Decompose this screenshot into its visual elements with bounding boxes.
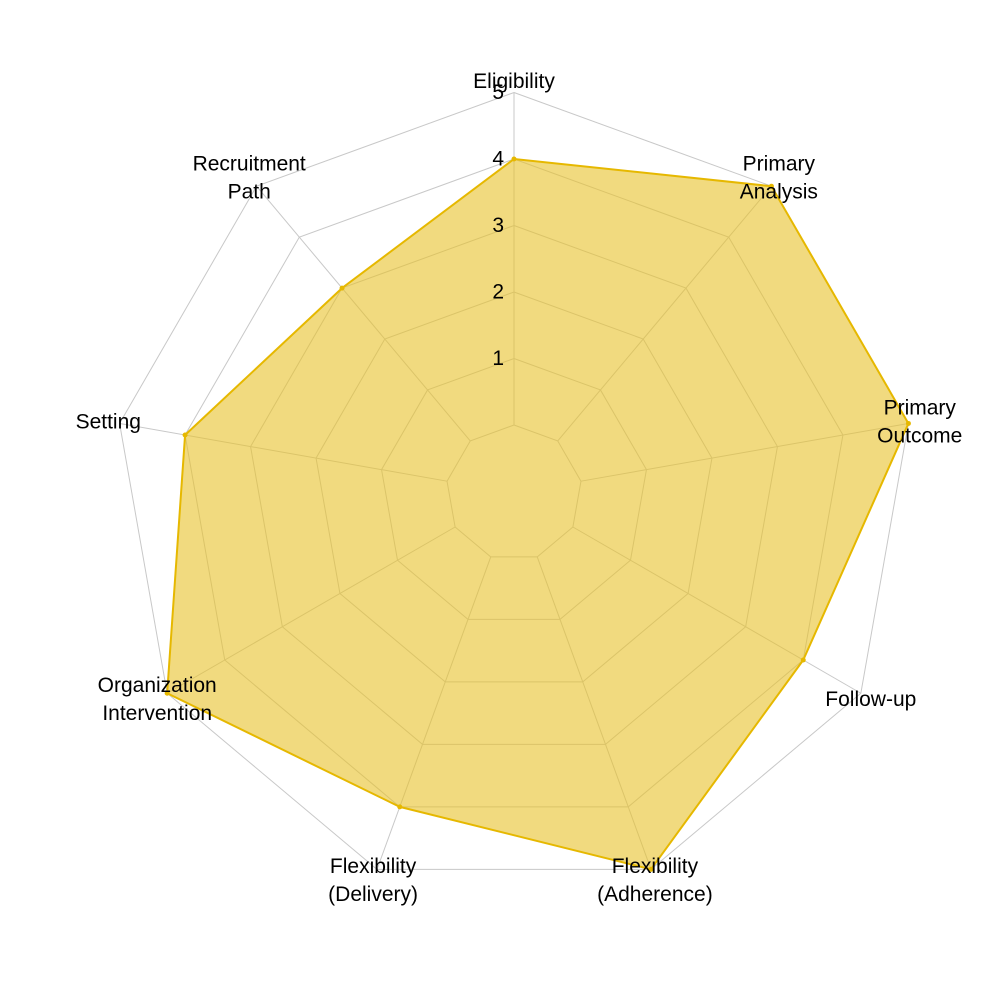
axis-label-8: Setting bbox=[76, 410, 141, 433]
axis-label-3: Primary Outcome bbox=[877, 396, 962, 447]
axis-label-5: Flexibility (Adherence) bbox=[597, 855, 713, 906]
axis-label-9-line-1: Recruitment bbox=[193, 152, 306, 175]
axis-label-2: Primary Analysis bbox=[740, 152, 818, 203]
data-point-6 bbox=[397, 804, 403, 810]
axis-label-6-line-1: Flexibility bbox=[330, 855, 417, 878]
series-area bbox=[166, 158, 910, 871]
axis-label-7-line-1: Organization bbox=[98, 674, 217, 697]
data-point-8 bbox=[182, 432, 188, 438]
tick-label-2: 2 bbox=[492, 281, 504, 304]
axis-label-5-line-1: Flexibility bbox=[612, 855, 699, 878]
tick-label-1: 1 bbox=[492, 347, 504, 370]
axis-label-9: Recruitment Path bbox=[193, 152, 306, 203]
axis-label-7: Organization Intervention bbox=[98, 674, 217, 725]
data-point-3 bbox=[905, 420, 911, 426]
axis-label-6: Flexibility (Delivery) bbox=[328, 855, 418, 906]
axis-label-5-line-2: (Adherence) bbox=[597, 883, 713, 906]
data-point-4 bbox=[800, 657, 806, 663]
axis-label-2-line-2: Analysis bbox=[740, 180, 818, 203]
data-point-7 bbox=[164, 690, 170, 696]
axis-label-6-line-2: (Delivery) bbox=[328, 883, 418, 906]
axis-label-3-line-2: Outcome bbox=[877, 424, 962, 447]
axis-label-2-line-1: Primary bbox=[743, 152, 816, 175]
axis-label-4-line-1: Follow-up bbox=[825, 688, 916, 711]
tick-layer: 1 2 3 4 5 bbox=[492, 81, 504, 370]
data-point-1 bbox=[511, 156, 517, 162]
series-layer bbox=[164, 156, 911, 872]
data-point-9 bbox=[339, 285, 345, 291]
axis-label-7-line-2: Intervention bbox=[102, 702, 212, 725]
label-layer: Eligibility Primary Analysis Primary Outcome… bbox=[76, 70, 963, 906]
axis-label-1-line-1: Eligibility bbox=[473, 70, 555, 93]
tick-label-5: 5 bbox=[492, 81, 504, 104]
data-point-2 bbox=[768, 183, 774, 189]
tick-label-3: 3 bbox=[492, 214, 504, 237]
axis-label-4: Follow-up bbox=[825, 688, 916, 711]
axis-label-8-line-1: Setting bbox=[76, 410, 141, 433]
axis-label-9-line-2: Path bbox=[228, 180, 271, 203]
axis-label-1: Eligibility bbox=[473, 70, 555, 93]
tick-label-4: 4 bbox=[492, 148, 504, 171]
axis-label-3-line-1: Primary bbox=[884, 396, 957, 419]
data-point-5 bbox=[648, 866, 654, 872]
